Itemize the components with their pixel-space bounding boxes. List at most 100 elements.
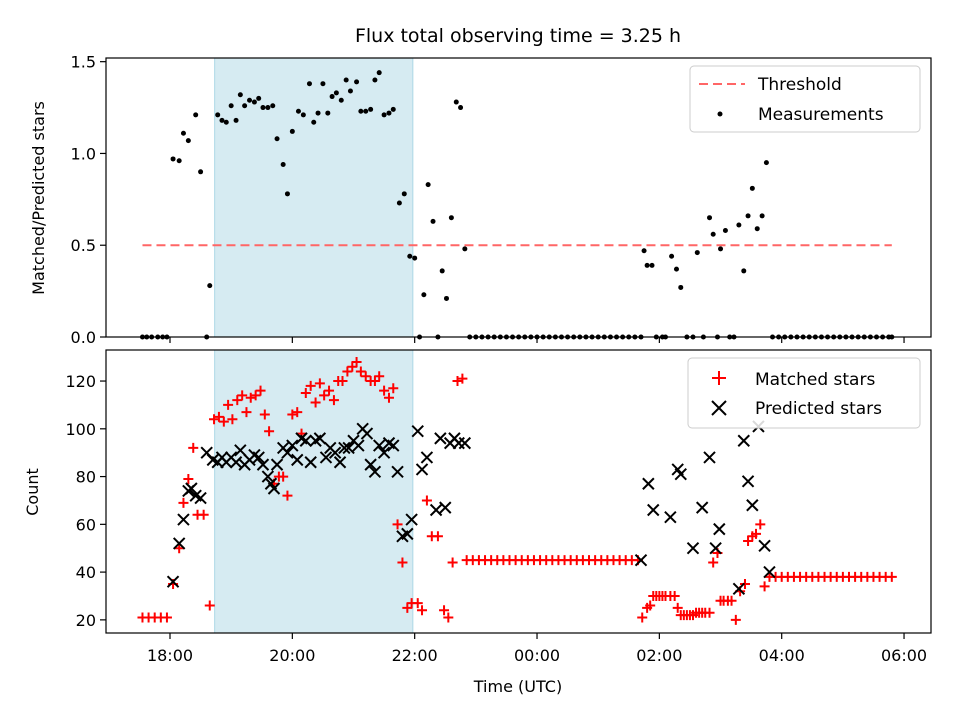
legend-matched-swatch	[712, 371, 726, 385]
x-tick-label: 02:00	[636, 646, 682, 665]
matched-star-point	[264, 426, 275, 437]
matched-star-point	[417, 605, 428, 616]
measurement-point	[443, 295, 449, 301]
matched-star-point	[259, 409, 270, 420]
bottom-legend: Matched stars Predicted stars	[687, 357, 921, 429]
predicted-star-point	[313, 432, 327, 445]
x-tick-label: 18:00	[147, 646, 193, 665]
matched-star-point	[388, 383, 399, 394]
measurement-point	[425, 182, 431, 188]
matched-star-point	[305, 380, 316, 391]
predicted-star-point	[185, 482, 198, 495]
predicted-star-point	[291, 453, 304, 467]
matched-star-point	[218, 416, 229, 427]
predicted-star-point	[741, 475, 755, 488]
bottom-legend-box	[687, 357, 921, 429]
matched-star-point	[351, 356, 362, 367]
measurement-point	[707, 215, 713, 221]
x-tick-label: 04:00	[759, 646, 805, 665]
predicted-star-point	[387, 439, 400, 452]
measurement-point	[354, 79, 360, 85]
measurement-point	[401, 191, 407, 197]
predicted-star-point	[333, 456, 347, 469]
legend-matched-label: Matched stars	[755, 370, 875, 390]
matched-star-point	[379, 385, 390, 396]
matched-star-point	[637, 612, 648, 623]
predicted-star-point	[360, 427, 374, 440]
matched-star-point	[726, 595, 737, 606]
matched-star-point	[704, 607, 715, 618]
measurement-point	[219, 117, 225, 123]
predicted-star-point	[252, 451, 265, 464]
matched-star-point	[227, 414, 238, 425]
measurement-point	[265, 105, 271, 111]
measurement-point	[289, 128, 295, 134]
measurement-point	[247, 97, 253, 103]
predicted-star-point	[286, 439, 299, 452]
predicted-star-point	[281, 446, 294, 459]
measurement-point	[274, 136, 280, 142]
measurement-point	[710, 231, 716, 237]
bottom-y-axis-label: Count	[23, 468, 42, 516]
predicted-star-point	[746, 499, 759, 512]
predicted-star-point	[434, 432, 447, 445]
x-tick-label: 06:00	[881, 646, 927, 665]
measurement-point	[270, 103, 276, 109]
measurement-point	[458, 105, 464, 111]
predicted-star-point	[439, 501, 452, 514]
matched-star-point	[188, 442, 199, 453]
predicted-star-point	[256, 458, 270, 471]
measurement-point	[295, 108, 301, 114]
predicted-star-point	[737, 434, 750, 447]
predicted-star-point	[328, 446, 342, 459]
measurement-point	[749, 185, 755, 191]
measurement-point	[284, 191, 290, 197]
measurement-point	[673, 266, 679, 272]
matched-star-point	[755, 519, 766, 530]
matched-star-point	[232, 395, 243, 406]
matched-star-point	[457, 373, 468, 384]
predicted-star-point	[372, 439, 386, 452]
top-y-tick-label: 1.0	[71, 144, 96, 163]
matched-star-point	[374, 371, 385, 382]
legend-measurements-swatch	[717, 111, 723, 117]
measurement-point	[329, 94, 335, 100]
predicted-star-point	[634, 553, 648, 567]
measurement-point	[396, 200, 402, 206]
matched-star-point	[383, 392, 394, 403]
measurement-point	[325, 110, 331, 116]
measurement-point	[333, 90, 339, 96]
measurement-point	[763, 160, 769, 166]
predicted-star-point	[319, 451, 333, 464]
matched-star-point	[213, 411, 224, 422]
predicted-star-point	[194, 491, 207, 505]
top-legend-box	[689, 65, 921, 133]
top-highlight-span	[214, 57, 414, 338]
matched-star-point	[223, 399, 234, 410]
measurement-point	[407, 253, 413, 259]
measurement-point	[718, 246, 724, 252]
matched-star-point	[432, 531, 443, 542]
predicted-star-point	[695, 501, 709, 514]
measurement-point	[386, 110, 392, 116]
measurement-point	[228, 103, 234, 109]
predicted-star-point	[429, 503, 443, 517]
matched-star-point	[328, 395, 339, 406]
matched-star-point	[237, 390, 248, 401]
measurement-point	[198, 169, 204, 175]
legend-threshold-label: Threshold	[757, 75, 842, 95]
top-legend: Threshold Measurements	[689, 65, 921, 133]
measurement-point	[448, 215, 454, 221]
measurement-point	[644, 262, 650, 268]
matched-star-point	[886, 571, 897, 582]
x-tick-label: 00:00	[514, 646, 560, 665]
measurement-point	[242, 103, 248, 109]
measurement-point	[381, 112, 387, 118]
measurement-point	[421, 292, 427, 298]
matched-star-point	[300, 387, 311, 398]
legend-predicted-swatch	[711, 400, 727, 416]
measurement-point	[193, 112, 199, 118]
predicted-star-point	[377, 446, 391, 459]
bottom-y-tick-label: 100	[65, 420, 96, 439]
